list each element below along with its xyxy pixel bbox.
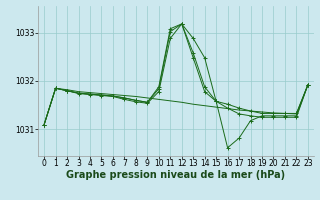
X-axis label: Graphe pression niveau de la mer (hPa): Graphe pression niveau de la mer (hPa) [67, 170, 285, 180]
